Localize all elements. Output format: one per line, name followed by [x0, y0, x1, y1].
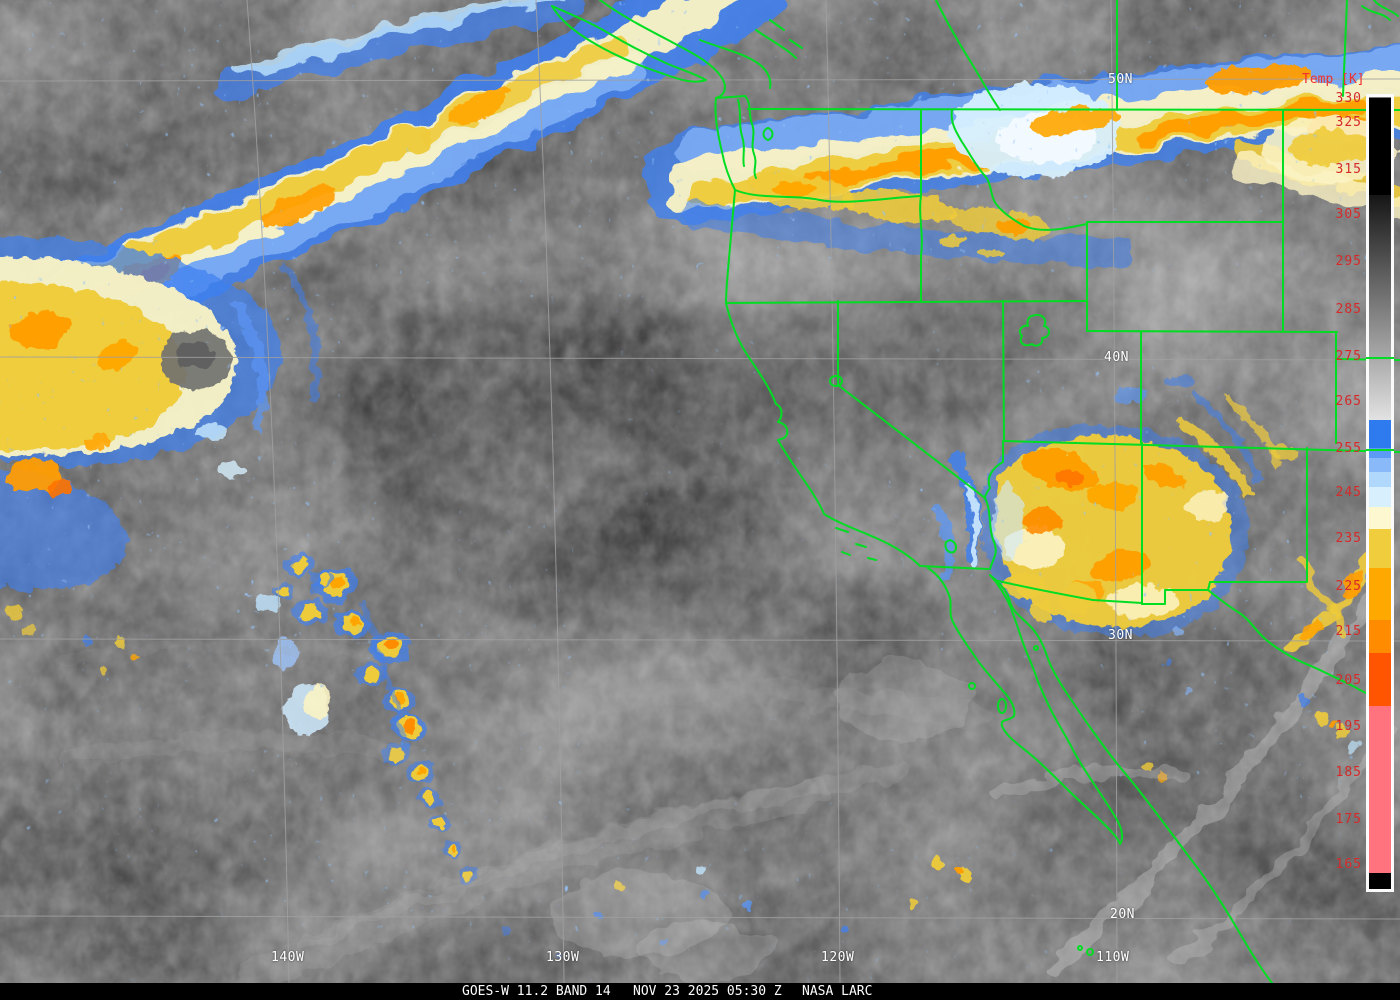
longitude-label: 110W	[1096, 950, 1130, 965]
colorbar-segment	[1369, 195, 1391, 420]
coastline-california-central	[777, 439, 825, 515]
colorbar-segment	[1369, 529, 1391, 568]
colorbar-segment	[1369, 98, 1391, 195]
temp-tick-label: 295	[1335, 254, 1362, 269]
temp-tick-label: 255	[1335, 441, 1362, 456]
guadalupe-island	[968, 682, 976, 690]
strait-juan-de-fuca	[715, 95, 746, 99]
temp-tick-label: 315	[1335, 162, 1362, 177]
temp-tick-label: 245	[1335, 485, 1362, 500]
colorbar-segment	[1369, 487, 1391, 507]
colorbar-segment	[1369, 706, 1391, 873]
colorbar-segment	[1369, 458, 1391, 472]
coastline-washington	[714, 97, 736, 191]
coastline-bc	[599, 0, 726, 99]
temp-tick-label: 235	[1335, 531, 1362, 546]
hood-canal	[737, 99, 745, 167]
satellite-band-label: GOES-W 11.2 BAND 14	[462, 984, 611, 999]
border-us-mexico-ca	[919, 565, 989, 570]
state-border-overlay-37n	[1366, 449, 1394, 451]
lake-washington	[762, 127, 774, 141]
longitude-label: 120W	[821, 950, 855, 965]
salton-sea	[944, 539, 958, 554]
tres-marias-islands	[1086, 948, 1094, 956]
temp-tick-label: 205	[1335, 673, 1362, 688]
border-37n	[1003, 440, 1400, 453]
great-salt-lake	[1018, 314, 1050, 347]
temp-tick-label: 215	[1335, 624, 1362, 639]
longitude-label: 140W	[271, 950, 305, 965]
colorbar-segment	[1369, 653, 1391, 706]
border-sk-mb	[1342, 0, 1348, 97]
coastline-california-south	[823, 513, 921, 567]
temp-tick-label: 285	[1335, 302, 1362, 317]
border-az-mexico	[993, 579, 1143, 604]
coastline-california-north	[725, 302, 777, 405]
tres-marias-islands-2	[1077, 945, 1083, 951]
bc-inlets-2	[755, 29, 797, 59]
border-wa-or	[734, 189, 922, 203]
border-id-mt	[950, 109, 1088, 231]
colorbar-segment	[1369, 568, 1391, 620]
timestamp-label: NOV 23 2025 05:30 Z	[633, 984, 782, 999]
latitude-label: 20N	[1110, 907, 1135, 922]
channel-islands	[835, 527, 877, 561]
map-boundaries	[551, 0, 1400, 984]
canada-rivers	[1361, 0, 1399, 21]
border-tx-nm	[1207, 447, 1308, 591]
colorbar-segment	[1369, 472, 1391, 487]
coastline-baja	[927, 567, 1124, 845]
latitude-label: 30N	[1108, 628, 1133, 643]
san-francisco-bay	[775, 403, 789, 441]
rio-grande	[1207, 589, 1369, 695]
temp-tick-label: 265	[1335, 394, 1362, 409]
bc-inlets	[699, 39, 772, 89]
coastline-vancouver-island	[551, 5, 707, 83]
gulf-island	[1033, 645, 1039, 651]
border-us-canada	[747, 108, 1400, 111]
temp-tick-label: 185	[1335, 765, 1362, 780]
temp-tick-label: 165	[1335, 857, 1362, 872]
temp-tick-label: 195	[1335, 719, 1362, 734]
border-41n	[1086, 330, 1338, 333]
latitude-label: 40N	[1104, 350, 1129, 365]
border-42n	[725, 300, 1088, 304]
border-id-west	[919, 109, 923, 302]
colorbar-segment	[1369, 507, 1391, 529]
lake-tahoe	[829, 375, 843, 387]
coastline-sonora	[989, 574, 1273, 984]
agency-label: NASA LARC	[802, 984, 873, 999]
latitude-label: 50N	[1108, 72, 1133, 87]
bc-inlets-3	[769, 19, 803, 49]
temp-tick-label: 305	[1335, 207, 1362, 222]
temp-tick-label: 225	[1335, 579, 1362, 594]
temp-tick-label: 325	[1335, 115, 1362, 130]
colorbar-strip	[1369, 97, 1391, 889]
colorbar-segment	[1369, 420, 1391, 448]
status-bar: GOES-W 11.2 BAND 14 NOV 23 2025 05:30 Z …	[0, 983, 1400, 1000]
temp-tick-label: 175	[1335, 812, 1362, 827]
temp-tick-label: 330	[1335, 91, 1362, 106]
cedros-island	[997, 698, 1007, 714]
colorbar-segment	[1369, 448, 1391, 458]
border-nv-az-colorado-river	[983, 440, 1004, 570]
border-nm-mexico	[1141, 589, 1209, 605]
border-bc-ab	[935, 0, 1001, 111]
temperature-colorbar	[1366, 94, 1394, 892]
colorbar-title: Temp [K]	[1302, 72, 1365, 87]
colorbar-segment	[1369, 620, 1391, 653]
temp-tick-label: 275	[1335, 349, 1362, 364]
coastline-oregon	[725, 189, 736, 304]
colorbar-segment	[1369, 873, 1391, 889]
longitude-label: 130W	[546, 950, 580, 965]
state-border-overlay-40n	[1366, 357, 1394, 359]
border-nv-ut	[1002, 300, 1005, 442]
